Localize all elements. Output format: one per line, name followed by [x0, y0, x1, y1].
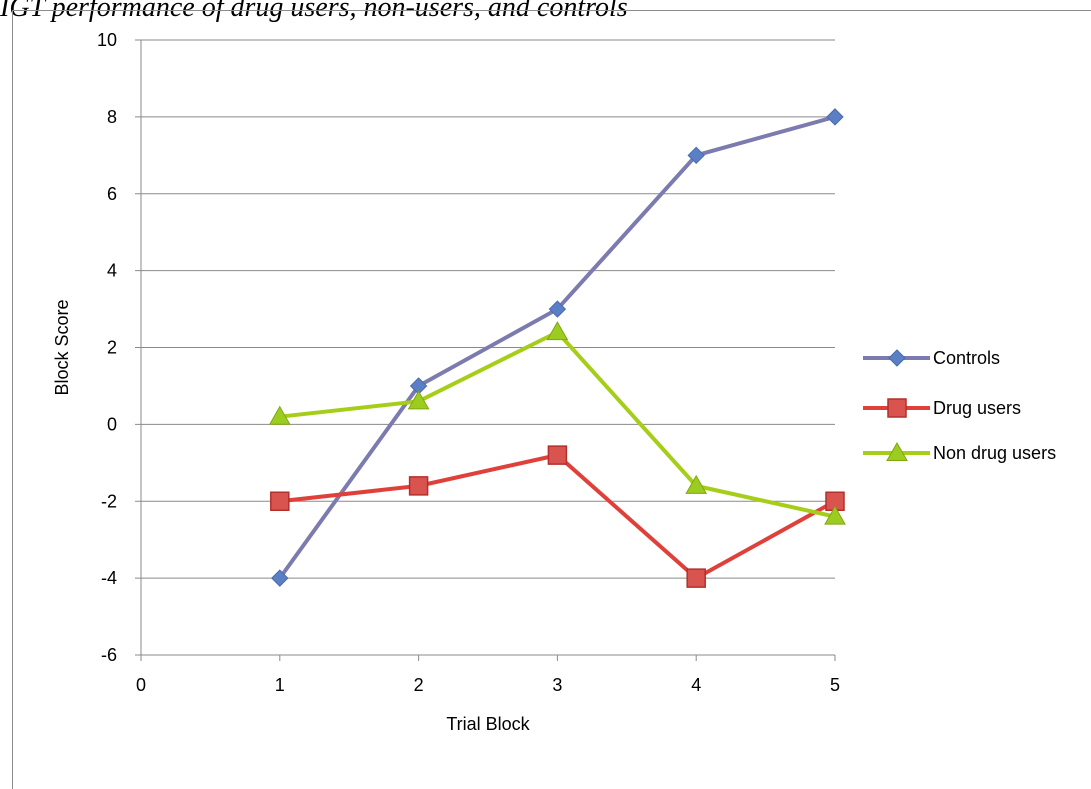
gridlines: [141, 39, 835, 579]
legend-marker: [888, 349, 906, 367]
legend-marker: [886, 441, 908, 461]
y-tick-label: 4: [107, 261, 117, 281]
y-tick-label: 8: [107, 107, 117, 127]
y-tick-label: -2: [101, 491, 117, 511]
data-point: [268, 405, 291, 425]
data-point: [408, 476, 429, 496]
data-point: [685, 474, 708, 494]
x-tick-label: 2: [414, 675, 424, 695]
chart-title: IGT performance of drug users, non-users…: [0, 0, 628, 23]
chart-frame: [12, 10, 1091, 789]
y-tick-label: 0: [107, 414, 117, 434]
legend: Controls Drug users Non drug users: [863, 348, 1056, 463]
legend-label: Controls: [933, 348, 1000, 368]
y-axis-label: Block Score: [52, 299, 72, 395]
x-tick-label: 5: [830, 675, 840, 695]
series-lines: [268, 108, 846, 588]
axes: [135, 39, 836, 661]
y-tick-label: 6: [107, 184, 117, 204]
data-point: [686, 568, 706, 588]
data-point: [824, 505, 846, 525]
data-point: [546, 321, 569, 341]
data-point: [407, 390, 430, 410]
y-tick-label: 2: [107, 338, 117, 358]
data-point: [826, 108, 844, 126]
data-point: [270, 491, 290, 511]
legend-label: Non drug users: [933, 443, 1056, 463]
x-axis-label: Trial Block: [446, 714, 530, 734]
x-tick-label: 1: [275, 675, 285, 695]
y-tick-label: -6: [101, 645, 117, 665]
y-tick-label: -4: [101, 568, 117, 588]
data-point: [547, 445, 568, 465]
legend-label: Drug users: [933, 398, 1021, 418]
data-point: [687, 146, 705, 165]
x-tick-label: 3: [552, 675, 562, 695]
tick-labels: -6 -4 -2 0 2 4 6 8 10 0 1 2 3 4 5: [97, 30, 840, 695]
data-point: [548, 300, 567, 318]
legend-marker: [887, 398, 907, 418]
x-tick-label: 4: [691, 675, 701, 695]
x-tick-label: 0: [136, 675, 146, 695]
y-tick-label: 10: [97, 30, 117, 50]
series-line: [279, 453, 836, 581]
data-point: [271, 569, 289, 587]
